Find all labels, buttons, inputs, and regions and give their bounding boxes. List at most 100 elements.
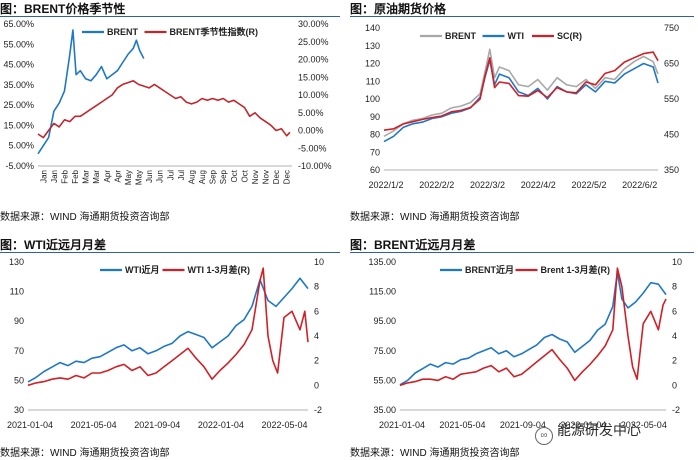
source-note: 数据来源：WIND 海通期货投资咨询部: [0, 448, 170, 459]
title-underline: [350, 16, 694, 17]
x-tick-label: 2022-05-04: [621, 420, 667, 430]
panel-title: 图：BRENT近远月月差: [350, 238, 476, 252]
x-tick-label: Nov: [251, 170, 260, 184]
left-tick-label: 50: [14, 375, 24, 385]
legend-label: BRENT季节性指数(R): [170, 26, 259, 37]
legend-label: BRENT近月: [465, 264, 514, 275]
title-underline: [350, 252, 694, 253]
x-tick-label: 2022/4/2: [521, 180, 556, 190]
series-line-0: [383, 48, 659, 137]
right-tick-label: 10: [672, 257, 682, 267]
right-tick-label: 0.00%: [298, 126, 324, 136]
left-tick-label: 95.00: [373, 316, 396, 326]
x-tick-label: Apr: [113, 170, 122, 183]
x-tick-label: Jul: [177, 170, 186, 180]
right-tick-label: 4: [672, 331, 677, 341]
series-line-1: [383, 59, 659, 143]
brent-seasonality-chart: 65.00% 55.00% 45.00% 35.00% 25.00% 15.00% 5.00…: [3, 19, 332, 185]
brent-spread-panel: 图：BRENT近远月月差 135.00 115.00 95.00 75.00 55.00…: [350, 236, 698, 460]
left-tick-label: 120: [365, 59, 380, 69]
x-tick-label: 2022-01-04: [198, 420, 244, 430]
series-line-1: [37, 79, 291, 139]
left-tick-label: -5.00%: [5, 161, 34, 171]
legend-label: WTI: [508, 31, 525, 41]
left-tick-label: 75.00: [373, 346, 396, 356]
brent-spread-chart: 135.00 115.00 95.00 75.00 55.00 35.00 10 8 6 4 2 0 -…: [368, 257, 682, 430]
legend-label: WTI近月: [125, 264, 160, 275]
left-tick-label: 65.00%: [3, 19, 34, 29]
right-tick-label: 2: [672, 356, 677, 366]
watermark: ∞ 能源研发中心: [535, 420, 641, 445]
legend-label: BRENT: [107, 27, 139, 37]
x-tick-label: Aug: [198, 170, 207, 184]
left-tick-label: 110: [366, 76, 380, 86]
x-tick-label: Jan: [50, 170, 59, 183]
x-tick-label: Sep: [219, 169, 228, 184]
series-line-0: [399, 271, 667, 386]
right-tick-label: 6: [672, 306, 677, 316]
x-tick-label: Apr: [103, 170, 112, 183]
x-tick-label: Feb: [71, 169, 80, 183]
left-tick-label: 90: [370, 112, 380, 122]
x-tick-label: Mar: [82, 170, 91, 184]
x-tick-label: Aug: [187, 170, 196, 184]
legend-label: BRENT: [445, 31, 477, 41]
left-tick-label: 35.00%: [3, 80, 34, 90]
left-tick-label: 70: [370, 147, 380, 157]
panel-title: 图：WTI近远月月差: [0, 238, 106, 252]
x-tick-label: Oct: [230, 169, 239, 182]
right-tick-label: 15.00%: [298, 72, 329, 82]
wti-spread-panel: 图：WTI近远月月差 130 110 90 70 50 30 10 8 6 4 2 0 -2 2021-0…: [0, 236, 344, 460]
left-tick-label: 100: [365, 94, 380, 104]
right-tick-label: 350: [664, 165, 679, 175]
right-tick-label: -5.00%: [298, 143, 327, 153]
right-tick-label: 2: [314, 356, 319, 366]
left-tick-label: 130: [9, 257, 24, 267]
x-tick-label: 2021-01-04: [379, 420, 425, 430]
x-tick-label: 2022/6/2: [622, 180, 657, 190]
left-tick-label: 5.00%: [8, 141, 34, 151]
left-tick-label: 15.00%: [3, 120, 34, 130]
left-tick-label: 55.00%: [3, 39, 34, 49]
left-tick-label: 60: [370, 165, 380, 175]
series-line-1: [399, 267, 667, 387]
left-tick-label: 140: [365, 23, 380, 33]
legend-label: SC(R): [557, 31, 582, 41]
right-tick-label: 4: [314, 331, 319, 341]
title-underline: [0, 16, 340, 17]
x-tick-label: 2021-09-04: [500, 420, 546, 430]
right-tick-label: 6: [314, 306, 319, 316]
left-tick-label: 130: [365, 41, 380, 51]
panel-title: 图：BRENT价格季节性: [0, 2, 126, 16]
left-tick-label: 55.00: [373, 375, 396, 385]
legend-label: Brent 1-3月差(R): [541, 264, 611, 275]
x-tick-label: 2021-01-04: [7, 420, 53, 430]
series-line-0: [27, 277, 309, 383]
x-tick-label: Oct: [240, 169, 249, 182]
x-tick-label: 2022-01-04: [560, 420, 606, 430]
x-tick-label: Dec: [272, 170, 281, 184]
x-tick-label: 2021-09-04: [134, 420, 180, 430]
x-tick-label: Dec: [283, 170, 292, 184]
right-tick-label: 750: [664, 23, 679, 33]
series-line-2: [383, 51, 659, 131]
left-tick-label: 35.00: [373, 405, 396, 415]
left-tick-label: 30: [14, 405, 24, 415]
right-tick-label: -10.00%: [298, 161, 332, 171]
x-tick-label: 2021-05-04: [71, 420, 117, 430]
source-note: 数据来源：WIND 海通期货投资咨询部: [0, 212, 170, 223]
x-tick-label: Nov: [262, 170, 271, 184]
series-line-1: [27, 267, 309, 387]
wechat-icon: ∞: [535, 427, 553, 445]
x-tick-label: Jul: [166, 170, 175, 180]
left-tick-label: 70: [14, 346, 24, 356]
x-tick-label: 2022/1/2: [368, 180, 403, 190]
right-tick-label: 550: [664, 94, 679, 104]
right-tick-label: 25.00%: [298, 37, 329, 47]
left-tick-label: 110: [10, 287, 24, 297]
right-tick-label: 0: [672, 380, 677, 390]
right-tick-label: 5.00%: [298, 108, 324, 118]
left-tick-label: 80: [370, 130, 380, 140]
title-underline: [0, 252, 340, 253]
right-tick-label: -2: [672, 405, 680, 415]
